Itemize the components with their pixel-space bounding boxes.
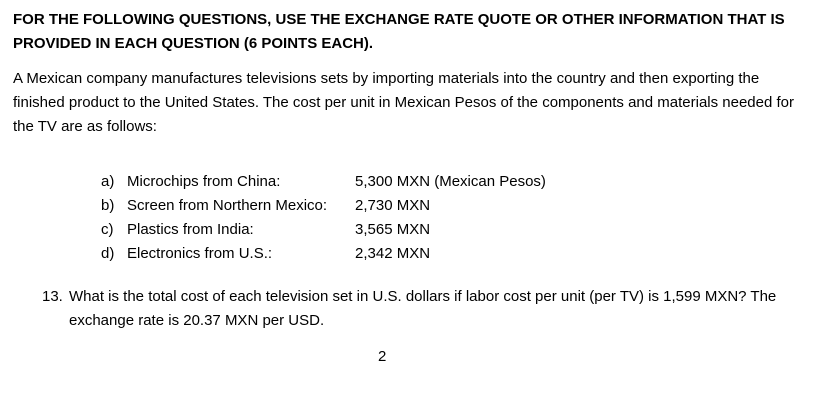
component-item-screen: b) Screen from Northern Mexico: 2,730 MX… <box>101 194 546 218</box>
component-name: Microchips from China: <box>127 173 281 190</box>
component-letter: b) <box>101 197 115 214</box>
component-cost: 2,342 MXN <box>355 245 431 262</box>
component-item-electronics: d) Electronics from U.S.: 2,342 MXN <box>101 242 546 266</box>
page-number: 2 <box>378 348 387 365</box>
component-item-microchips: a) Microchips from China: 5,300 MXN (Mex… <box>101 170 546 194</box>
component-cost: 3,565 MXN <box>355 221 431 238</box>
component-name: Electronics from U.S.: <box>127 245 273 262</box>
component-letter: c) <box>101 221 114 238</box>
component-cost-list: a) Microchips from China: 5,300 MXN (Mex… <box>101 170 546 266</box>
question-text: What is the total cost of each televisio… <box>69 288 777 329</box>
component-item-plastics: c) Plastics from India: 3,565 MXN <box>101 218 546 242</box>
question-13: 13. What is the total cost of each telev… <box>42 285 822 333</box>
component-letter: d) <box>101 245 115 262</box>
section-heading: FOR THE FOLLOWING QUESTIONS, USE THE EXC… <box>13 11 785 52</box>
component-cost: 2,730 MXN <box>355 197 431 214</box>
component-name: Screen from Northern Mexico: <box>127 197 328 214</box>
component-letter: a) <box>101 173 115 190</box>
component-cost: 5,300 MXN (Mexican Pesos) <box>355 173 546 190</box>
component-name: Plastics from India: <box>127 221 254 238</box>
question-number: 13. <box>42 288 63 305</box>
intro-paragraph: A Mexican company manufactures televisio… <box>13 70 795 135</box>
